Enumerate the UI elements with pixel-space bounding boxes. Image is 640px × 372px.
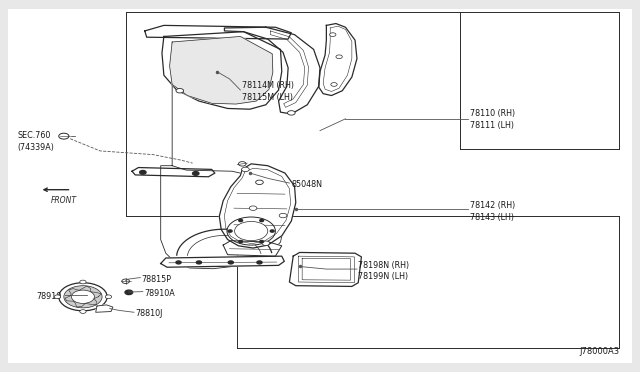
Polygon shape <box>223 241 282 256</box>
Polygon shape <box>132 167 215 177</box>
Circle shape <box>331 83 337 86</box>
Text: 78815P: 78815P <box>141 275 172 283</box>
Circle shape <box>262 241 269 246</box>
Text: FRONT: FRONT <box>51 196 77 205</box>
Polygon shape <box>96 305 113 312</box>
Circle shape <box>54 295 61 299</box>
Circle shape <box>59 133 69 139</box>
Circle shape <box>287 111 295 115</box>
Circle shape <box>193 171 199 175</box>
Circle shape <box>72 290 95 304</box>
Circle shape <box>239 161 246 166</box>
Circle shape <box>228 261 234 264</box>
Text: J78000A3: J78000A3 <box>579 347 620 356</box>
Circle shape <box>64 286 102 308</box>
Circle shape <box>242 167 249 171</box>
Text: 78110 (RH)
78111 (LH): 78110 (RH) 78111 (LH) <box>470 109 515 130</box>
Text: 78810J: 78810J <box>135 309 163 318</box>
FancyBboxPatch shape <box>8 9 632 363</box>
Circle shape <box>125 290 132 295</box>
Circle shape <box>330 33 336 36</box>
Polygon shape <box>170 36 273 104</box>
Text: 85048N: 85048N <box>291 180 323 189</box>
Polygon shape <box>145 25 291 39</box>
Text: 78910: 78910 <box>36 292 61 301</box>
Polygon shape <box>161 256 284 267</box>
Text: 78198N (RH)
78199N (LH): 78198N (RH) 78199N (LH) <box>358 260 410 281</box>
Circle shape <box>140 170 146 174</box>
Polygon shape <box>220 164 296 248</box>
Circle shape <box>105 295 111 299</box>
Text: 78114M (RH)
78115M (LH): 78114M (RH) 78115M (LH) <box>243 81 294 102</box>
Circle shape <box>270 230 274 232</box>
Circle shape <box>255 180 263 185</box>
Circle shape <box>176 261 181 264</box>
Circle shape <box>80 280 86 284</box>
Circle shape <box>235 221 268 241</box>
Polygon shape <box>162 32 282 109</box>
Circle shape <box>260 240 264 243</box>
Circle shape <box>336 55 342 59</box>
Circle shape <box>279 213 287 218</box>
Circle shape <box>239 240 243 243</box>
Circle shape <box>249 206 257 211</box>
Circle shape <box>228 230 232 232</box>
Circle shape <box>196 261 202 264</box>
Text: 78142 (RH)
78143 (LH): 78142 (RH) 78143 (LH) <box>470 202 515 222</box>
Text: 78910A: 78910A <box>145 289 175 298</box>
Polygon shape <box>225 27 320 114</box>
Polygon shape <box>289 253 362 286</box>
Circle shape <box>239 219 243 222</box>
Text: SEC.760
(74339A): SEC.760 (74339A) <box>17 131 54 152</box>
Circle shape <box>257 261 262 264</box>
Circle shape <box>59 283 107 311</box>
Circle shape <box>80 310 86 313</box>
Circle shape <box>122 279 129 283</box>
Circle shape <box>176 89 184 93</box>
Polygon shape <box>319 23 357 96</box>
Circle shape <box>260 219 264 222</box>
Circle shape <box>227 217 275 245</box>
